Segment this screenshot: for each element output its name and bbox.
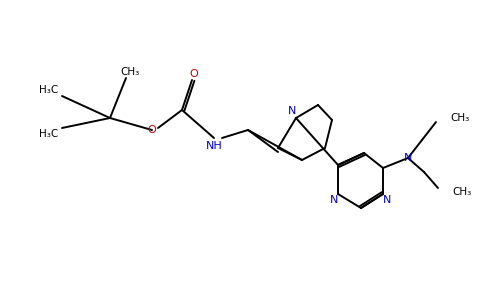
Text: N: N	[404, 153, 412, 163]
Text: N: N	[330, 195, 338, 205]
Text: CH₃: CH₃	[450, 113, 469, 123]
Text: H₃C: H₃C	[39, 129, 58, 139]
Text: N: N	[383, 195, 391, 205]
Text: O: O	[148, 125, 156, 135]
Text: N: N	[288, 106, 296, 116]
Text: O: O	[190, 69, 198, 79]
Text: H₃C: H₃C	[39, 85, 58, 95]
Text: CH₃: CH₃	[121, 67, 139, 77]
Text: NH: NH	[206, 141, 222, 151]
Text: CH₃: CH₃	[452, 187, 471, 197]
